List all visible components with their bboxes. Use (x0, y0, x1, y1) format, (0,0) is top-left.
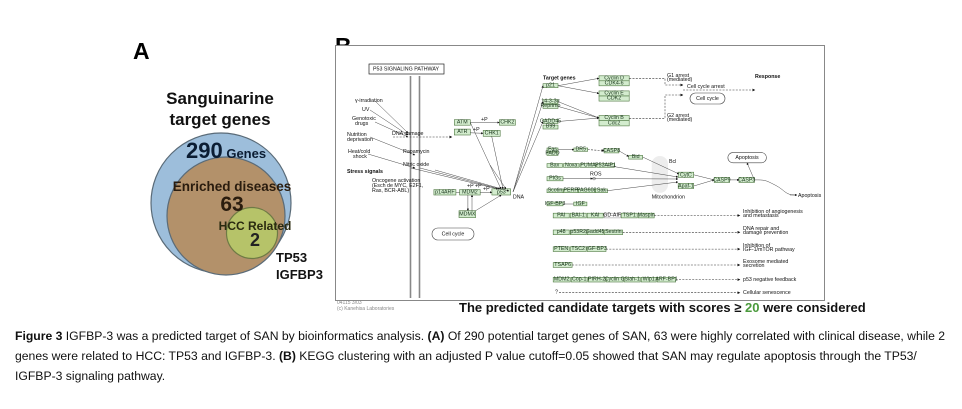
svg-text:+P: +P (483, 187, 490, 193)
svg-text:DNA: DNA (513, 194, 525, 200)
svg-text:deprivation: deprivation (347, 137, 373, 143)
svg-text:MDM2: MDM2 (554, 276, 570, 282)
svg-text:PTEN: PTEN (554, 246, 568, 252)
svg-text:MDMX: MDMX (459, 212, 476, 218)
svg-text:Bax: Bax (550, 162, 559, 168)
svg-text:+P: +P (481, 117, 488, 123)
svg-text:IGF: IGF (576, 201, 586, 207)
svg-text:Wip1: Wip1 (643, 276, 655, 282)
svg-text:p53: p53 (497, 189, 506, 195)
svg-text:TSAP6: TSAP6 (554, 262, 571, 268)
svg-text:IGF-BP3: IGF-BP3 (545, 201, 566, 207)
svg-text:PAG608: PAG608 (577, 188, 597, 194)
svg-text:p14ARF: p14ARF (435, 189, 455, 195)
svg-text:P53AIP1: P53AIP1 (595, 162, 616, 168)
svg-text:CHK2: CHK2 (500, 120, 514, 126)
svg-text:ROS: ROS (590, 172, 602, 178)
svg-text:CASP9: CASP9 (713, 177, 730, 183)
svg-text:(mediated): (mediated) (667, 77, 693, 83)
svg-text:Mitochondrion: Mitochondrion (652, 195, 685, 201)
svg-text:Apoptosis: Apoptosis (798, 193, 822, 199)
svg-text:Bcl: Bcl (669, 159, 676, 165)
svg-text:Response: Response (755, 74, 780, 80)
svg-text:UV: UV (362, 107, 370, 113)
svg-text:p53R2: p53R2 (570, 229, 586, 235)
svg-text:B99: B99 (546, 124, 555, 130)
svg-text:FADD: FADD (545, 151, 559, 157)
svg-text:PIGs: PIGs (549, 176, 561, 182)
svg-text:KAI: KAI (591, 212, 600, 218)
svg-text:damage prevention: damage prevention (743, 230, 788, 236)
svg-text:CASP8: CASP8 (603, 148, 620, 154)
svg-text:Cellular senescence: Cellular senescence (743, 290, 791, 296)
svg-text:Cdc2: Cdc2 (608, 120, 620, 126)
svg-text:PUMA: PUMA (580, 162, 596, 168)
svg-text:PIRH-2: PIRH-2 (588, 276, 605, 282)
svg-text:CytC: CytC (680, 172, 692, 178)
svg-text:Apoptosis: Apoptosis (735, 155, 759, 161)
svg-text:+P: +P (467, 184, 474, 190)
svg-text:Bid: Bid (632, 154, 640, 160)
svg-text:Cell cycle: Cell cycle (442, 232, 465, 238)
svg-text:p48: p48 (557, 229, 566, 235)
svg-text:p53 negative feedback: p53 negative feedback (743, 277, 797, 283)
svg-text:IGF-BP3: IGF-BP3 (586, 246, 607, 252)
svg-text:CASP3: CASP3 (738, 177, 755, 183)
svg-text:ATR: ATR (457, 129, 467, 135)
svg-text:CDK2: CDK2 (607, 96, 621, 102)
svg-text:Cop-1: Cop-1 (572, 276, 586, 282)
svg-text:?: ? (555, 290, 558, 296)
svg-text:P53 SIGNALING PATHWAY: P53 SIGNALING PATHWAY (373, 67, 439, 73)
svg-text:Cell cycle arrest: Cell cycle arrest (687, 84, 725, 90)
svg-text:secretion: secretion (743, 263, 765, 269)
svg-text:CHK1: CHK1 (485, 130, 499, 136)
svg-text:Stress signals: Stress signals (347, 169, 383, 175)
svg-text:BAI-1: BAI-1 (572, 212, 585, 218)
svg-text:shock: shock (353, 154, 367, 160)
svg-text:Sak: Sak (597, 188, 606, 194)
svg-text:ARF-BP1: ARF-BP1 (655, 276, 677, 282)
svg-text:TSC2: TSC2 (571, 246, 585, 252)
svg-text:(mediated): (mediated) (667, 117, 693, 123)
svg-text:Scotin: Scotin (548, 188, 563, 194)
svg-text:Ras, BCR-ABL): Ras, BCR-ABL) (372, 188, 409, 194)
svg-text:PAI: PAI (557, 212, 565, 218)
svg-text:ATM: ATM (457, 120, 468, 126)
svg-text:Noxa: Noxa (565, 162, 577, 168)
svg-text:Siah-1: Siah-1 (625, 276, 640, 282)
svg-text:Gadd45: Gadd45 (586, 229, 605, 235)
svg-text:TSP1: TSP1 (623, 212, 636, 218)
svg-text:Cell cycle: Cell cycle (696, 96, 719, 102)
svg-text:Maspin: Maspin (638, 212, 655, 218)
svg-text:+P: +P (473, 127, 480, 133)
svg-text:Sestrin: Sestrin (605, 229, 622, 235)
svg-text:DNA damage: DNA damage (392, 131, 424, 137)
svg-text:p21: p21 (546, 83, 555, 89)
svg-text:Reprimo: Reprimo (540, 103, 560, 109)
svg-text:Nitric oxide: Nitric oxide (403, 162, 429, 168)
svg-text:MDM2: MDM2 (462, 189, 478, 195)
svg-text:Apaf-1: Apaf-1 (678, 183, 694, 189)
svg-text:drugs: drugs (355, 121, 369, 127)
svg-text:IGF-1/mTOR pathway: IGF-1/mTOR pathway (743, 247, 795, 253)
svg-text:Target genes: Target genes (543, 76, 576, 82)
svg-text:Cyclin G: Cyclin G (605, 276, 625, 282)
svg-text:CDK4-6: CDK4-6 (605, 80, 624, 86)
svg-text:DR5: DR5 (575, 147, 586, 153)
svg-text:γ-irradiation: γ-irradiation (355, 98, 383, 104)
svg-text:and metastasis: and metastasis (743, 213, 779, 219)
svg-text:GD-AIF: GD-AIF (603, 212, 622, 218)
